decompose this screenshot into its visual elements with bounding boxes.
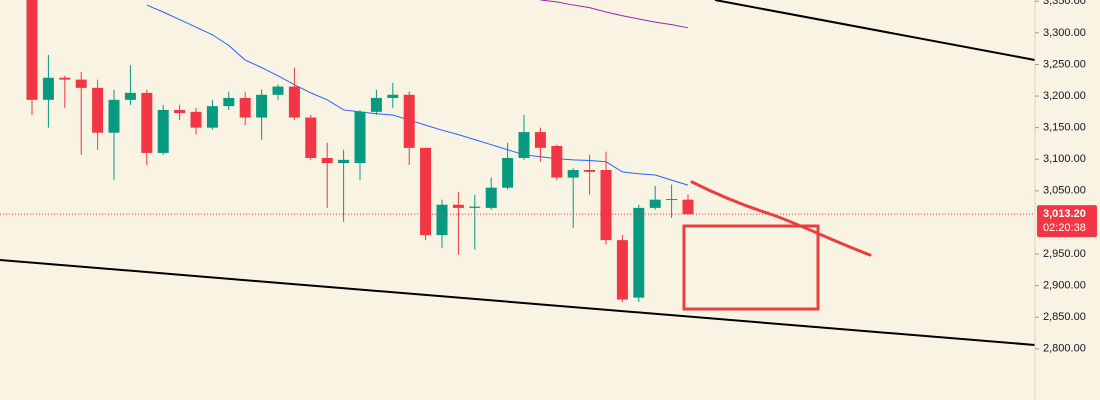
y-tick-label: 3,100.00 [1043,153,1086,165]
trend-line [714,0,1035,61]
candle-body [682,199,694,215]
y-tick-label: 2,950.00 [1043,248,1086,260]
last-price-label: 3,013.20 [1043,208,1086,220]
candle-body [403,94,415,148]
candle-body [92,87,104,133]
candle-body [600,169,612,241]
countdown: 02:20:38 [1043,222,1086,234]
candle-body [124,92,136,100]
y-tick-label: 3,250.00 [1043,58,1086,70]
y-tick-label: 3,200.00 [1043,90,1086,102]
candle-body [469,206,481,208]
candle-body [502,157,514,188]
candle-body [534,132,546,148]
y-tick-label: 3,050.00 [1043,185,1086,197]
y-tick-label: 3,300.00 [1043,27,1086,39]
candle-body [288,86,300,118]
candle-body [42,77,54,100]
candle-body [108,99,120,133]
moving-average [146,4,689,186]
candle-body [223,97,235,107]
candle-body [666,199,678,201]
candle-body [141,92,153,153]
candle-body [485,187,497,208]
candle-body [567,169,579,178]
candle-body [75,79,87,88]
candle-body [256,94,268,118]
candle-body [354,111,366,164]
candle-body [305,117,317,158]
price-tag [1037,205,1097,238]
candle-body [272,86,284,95]
candle-body [239,97,251,118]
candle-body [157,109,169,153]
candle-body [206,106,218,128]
candle-body [321,157,333,164]
candle-body [174,109,186,114]
candle-body [26,0,38,100]
candle-body [338,159,350,164]
y-tick-label: 2,800.00 [1043,343,1086,355]
candle-body [370,97,382,112]
moving-average [540,0,689,29]
trend-line [0,259,1035,346]
drawn-line [690,180,872,257]
candle-body [190,111,202,128]
candle-body [551,145,563,178]
candle-body [452,204,464,208]
candle-body [387,94,399,98]
candle-body [436,204,448,236]
annotations [682,180,872,311]
candle-body [59,77,71,80]
candle-body [649,199,661,208]
plot-area [0,0,1035,346]
y-tick-label: 3,350.00 [1043,0,1086,7]
y-tick-label: 2,850.00 [1043,311,1086,323]
drawn-box [682,224,820,311]
candle-body [633,207,645,298]
candle-body [584,169,596,172]
y-tick-label: 2,900.00 [1043,280,1086,292]
y-tick-label: 3,150.00 [1043,122,1086,134]
candle-body [518,132,530,158]
candle-body [420,147,432,236]
candle-body [616,240,628,300]
